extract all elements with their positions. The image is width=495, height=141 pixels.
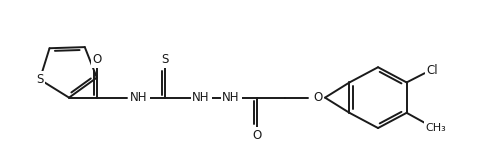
Text: O: O bbox=[93, 53, 101, 66]
Text: NH: NH bbox=[192, 91, 210, 104]
Text: S: S bbox=[161, 53, 169, 66]
Text: O: O bbox=[252, 129, 262, 141]
Text: NH: NH bbox=[222, 91, 240, 104]
Text: NH: NH bbox=[130, 91, 148, 104]
Text: Cl: Cl bbox=[427, 64, 439, 77]
Text: S: S bbox=[36, 73, 44, 86]
Text: CH₃: CH₃ bbox=[425, 123, 446, 133]
Text: O: O bbox=[313, 91, 323, 104]
